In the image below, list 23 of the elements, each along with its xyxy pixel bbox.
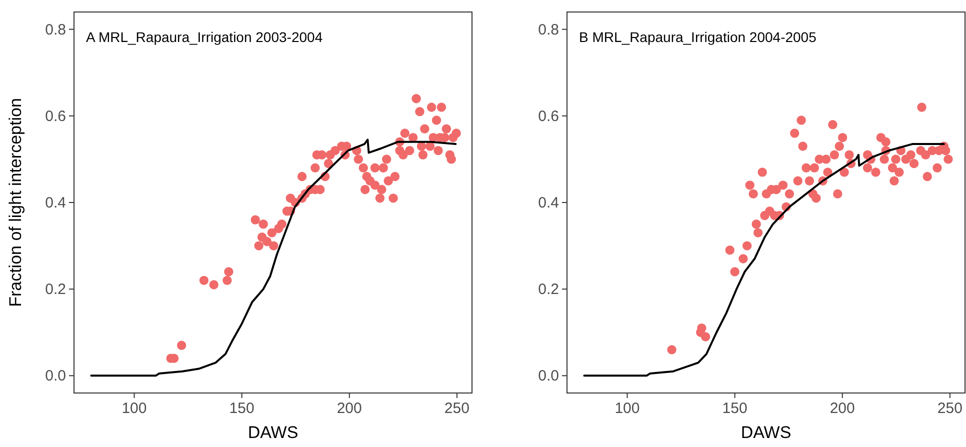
x-tick-label: 150 [229, 400, 254, 417]
y-tick-label: 0.4 [45, 194, 66, 212]
y-tick-label: 0.0 [538, 368, 559, 385]
y-axis-title: Fraction of light interception [6, 98, 25, 307]
y-tick-label: 0.6 [538, 108, 559, 125]
y-tick-label: 0.2 [538, 281, 559, 298]
x-tick-label: 150 [722, 400, 748, 417]
x-axis-title: DAWS [248, 423, 298, 442]
x-tick-label: 100 [614, 400, 640, 417]
x-tick-label: 250 [444, 400, 470, 417]
y-tick-label: 0.8 [45, 21, 66, 38]
y-tick-label: 0.2 [45, 281, 66, 298]
y-tick-label: 0.6 [45, 108, 66, 125]
x-tick-label: 250 [937, 400, 962, 417]
x-tick-label: 200 [830, 400, 855, 417]
text: B MRL_Rapaura_Irrigation 2004-2005 [579, 29, 817, 45]
y-tick-label: 0.0 [45, 368, 66, 385]
y-tick-label: 0.8 [538, 21, 559, 38]
y-tick-label: 0.4 [538, 194, 559, 212]
x-axis-title: DAWS [740, 423, 792, 442]
x-tick-label: 200 [336, 400, 362, 417]
x-tick-label: 100 [122, 400, 147, 417]
text: A MRL_Rapaura_Irrigation 2003-2004 [86, 29, 323, 45]
